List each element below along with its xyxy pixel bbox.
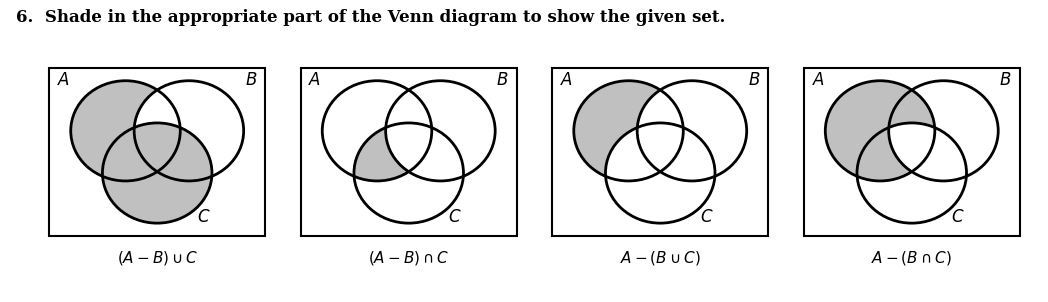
Text: $A - (B \cap C)$: $A - (B \cap C)$ [871, 249, 953, 267]
Text: $A$: $A$ [811, 72, 825, 89]
Text: 6.  Shade in the appropriate part of the Venn diagram to show the given set.: 6. Shade in the appropriate part of the … [16, 9, 725, 26]
Text: $A$: $A$ [560, 72, 573, 89]
Text: $(A - B) \cup C$: $(A - B) \cup C$ [116, 249, 198, 267]
Text: $A$: $A$ [57, 72, 70, 89]
Text: $A - (B \cup C)$: $A - (B \cup C)$ [619, 249, 701, 267]
Text: $A$: $A$ [308, 72, 322, 89]
Text: $B$: $B$ [244, 72, 257, 89]
Text: $C$: $C$ [449, 209, 461, 226]
Text: $(A - B) \cap C$: $(A - B) \cap C$ [368, 249, 450, 267]
Text: $C$: $C$ [700, 209, 713, 226]
Text: $C$: $C$ [952, 209, 964, 226]
Text: $B$: $B$ [999, 72, 1011, 89]
Text: $C$: $C$ [197, 209, 210, 226]
Text: $B$: $B$ [496, 72, 508, 89]
Text: $B$: $B$ [747, 72, 760, 89]
